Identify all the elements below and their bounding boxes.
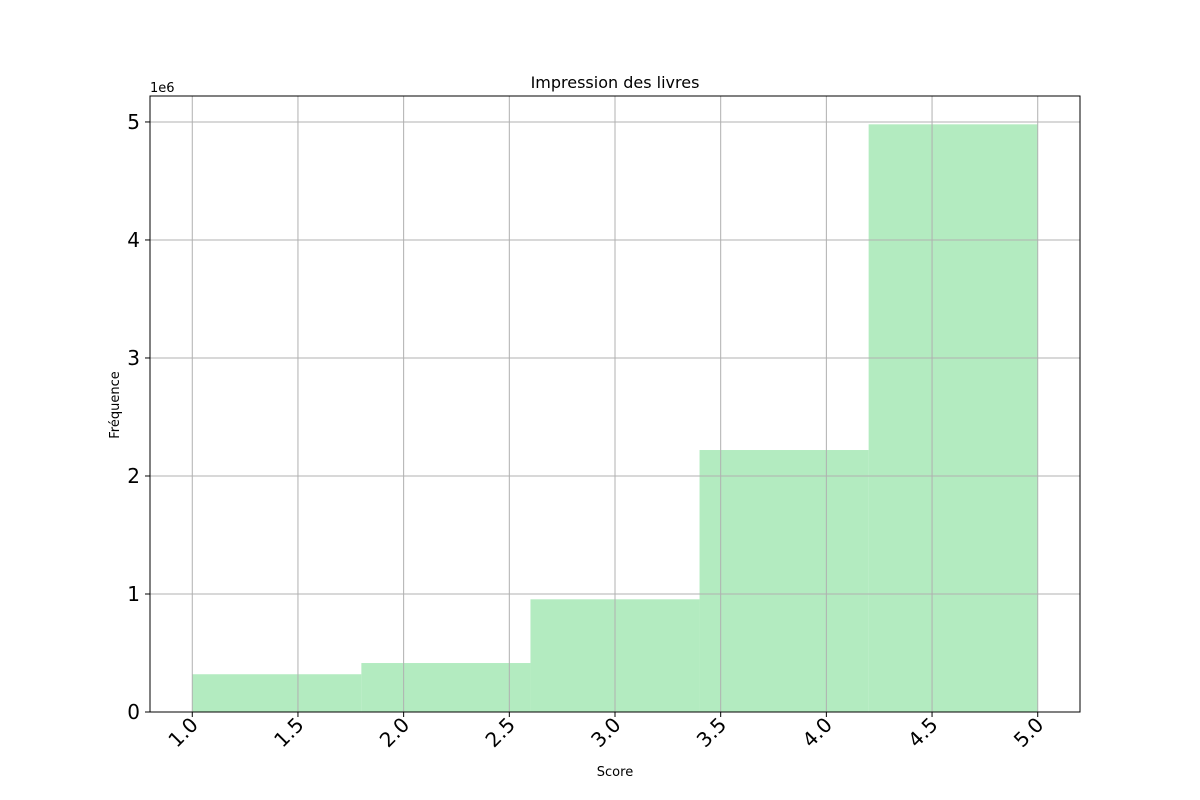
histogram-bar [868,124,1038,712]
y-tick-label: 1 [127,582,140,606]
x-tick-label: 3.0 [586,713,625,752]
bars-layer [192,124,1038,712]
y-tick-label: 2 [127,464,140,488]
chart-title: Impression des livres [531,73,700,92]
x-tick-label: 1.5 [269,713,308,752]
y-tick-label: 5 [127,110,140,134]
histogram-bar [192,674,362,712]
histogram-bar [699,450,869,712]
x-axis-label: Score [597,765,633,780]
histogram-bar [361,663,531,712]
y-axis-label: Fréquence [108,371,123,438]
y-tick-label: 3 [127,346,140,370]
x-tick-label: 2.5 [480,713,519,752]
x-tick-label: 2.0 [375,713,414,752]
y-tick-label: 4 [127,228,140,252]
y-offset-label: 1e6 [150,81,175,96]
x-tick-label: 1.0 [163,713,202,752]
x-tick-label: 5.0 [1009,713,1048,752]
x-tick-label: 3.5 [692,713,731,752]
plot-frame [149,95,1081,713]
x-tick-label: 4.0 [797,713,836,752]
x-tick-label: 4.5 [903,713,942,752]
y-tick-label: 0 [127,700,140,724]
